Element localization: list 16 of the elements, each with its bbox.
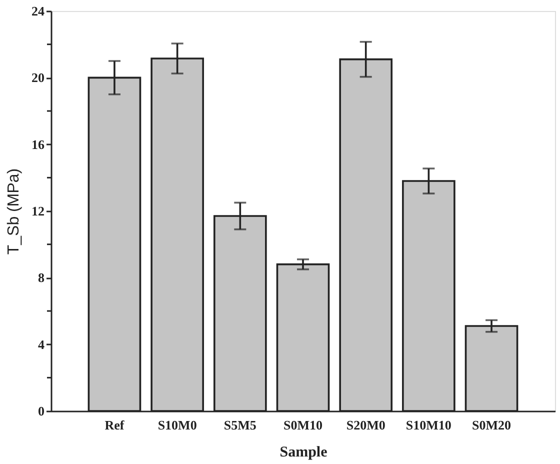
- y-axis-title: T_Sb (MPa): [6, 168, 22, 255]
- x-tick-label: S0M20: [472, 418, 512, 432]
- y-tick-label: 16: [32, 136, 45, 152]
- y-tick-label: 8: [38, 270, 45, 286]
- y-tick-label: 24: [32, 4, 45, 18]
- x-tick-label: S0M10: [284, 418, 322, 432]
- x-tick-label: S20M0: [346, 418, 386, 432]
- x-tick-label: S5M5: [224, 418, 257, 432]
- x-tick-label: S10M0: [158, 418, 197, 432]
- y-tick-label: 0: [38, 404, 44, 418]
- x-tick-label: S10M10: [406, 418, 452, 432]
- y-tick-label: 12: [32, 204, 44, 218]
- x-tick-label: Ref: [104, 418, 125, 432]
- y-tick-label: 20: [32, 70, 44, 86]
- x-axis-title: Sample: [280, 444, 328, 460]
- y-tick-label: 4: [38, 336, 45, 352]
